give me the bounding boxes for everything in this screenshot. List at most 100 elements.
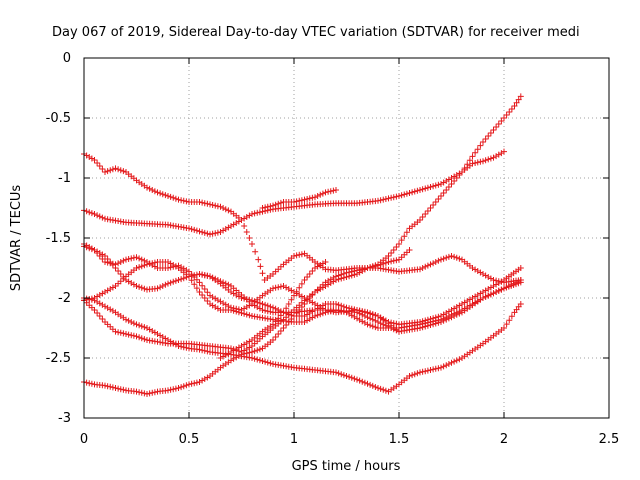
data-point — [207, 231, 213, 238]
data-point — [432, 365, 439, 372]
data-point — [312, 313, 318, 319]
y-tick-label: -1.5 — [46, 231, 71, 246]
data-point — [238, 343, 245, 349]
data-point — [382, 387, 389, 394]
x-tick-labels: 0 0.5 1 1.5 2 2.5 — [80, 432, 619, 447]
series-track-b — [81, 148, 507, 238]
data-point — [377, 320, 384, 327]
data-point — [459, 169, 465, 175]
data-point — [136, 334, 143, 341]
data-point — [372, 263, 379, 270]
data-point — [222, 301, 229, 308]
data-point — [175, 385, 182, 391]
data-point — [107, 286, 114, 292]
data-point — [401, 233, 408, 240]
data-point — [466, 302, 473, 309]
data-point — [356, 310, 363, 317]
data-point — [517, 93, 524, 100]
data-point — [333, 273, 339, 280]
data-point — [117, 259, 124, 265]
data-point — [125, 278, 132, 285]
data-point — [417, 266, 423, 273]
data-point — [91, 157, 98, 163]
data-point — [333, 187, 339, 193]
data-point — [406, 247, 413, 253]
data-point — [335, 272, 342, 279]
data-point — [354, 267, 360, 274]
data-point — [262, 307, 269, 314]
data-point — [109, 307, 116, 314]
data-point — [120, 330, 127, 337]
data-point — [209, 230, 216, 237]
data-point — [301, 319, 308, 325]
data-point — [322, 259, 329, 265]
data-point — [438, 364, 444, 371]
data-point — [364, 380, 371, 387]
data-point — [480, 139, 486, 145]
data-point — [354, 376, 360, 383]
data-point — [445, 313, 452, 319]
data-point — [141, 324, 148, 331]
data-point — [375, 385, 381, 391]
data-point — [86, 154, 93, 160]
data-point — [230, 290, 237, 297]
data-point — [325, 188, 332, 195]
data-point — [338, 271, 345, 278]
data-point — [196, 228, 203, 235]
data-point — [393, 244, 400, 250]
data-point — [130, 254, 137, 261]
data-point — [186, 381, 192, 388]
data-point — [88, 210, 95, 217]
data-point — [264, 359, 271, 366]
data-point — [196, 379, 203, 385]
data-point — [220, 205, 227, 211]
data-point — [498, 286, 505, 293]
data-point — [130, 332, 137, 339]
data-point — [130, 281, 137, 288]
data-point — [301, 277, 308, 283]
x-tick-label: 2 — [500, 432, 508, 447]
data-point — [312, 301, 318, 307]
data-point — [456, 255, 463, 262]
data-point — [102, 289, 108, 295]
data-point — [472, 149, 479, 156]
data-point — [369, 316, 376, 323]
data-point — [285, 286, 292, 292]
data-point — [83, 379, 90, 386]
data-point — [517, 301, 524, 307]
data-point — [477, 269, 484, 276]
data-point — [272, 318, 279, 325]
data-point — [396, 193, 402, 199]
data-point — [280, 283, 287, 289]
data-point — [388, 250, 395, 256]
data-point — [180, 344, 187, 351]
data-point — [348, 268, 355, 275]
data-point — [485, 274, 492, 280]
data-point — [138, 256, 145, 263]
data-point — [430, 318, 437, 325]
data-point — [385, 323, 392, 330]
data-point — [165, 259, 171, 265]
data-point — [214, 203, 221, 210]
data-point — [243, 214, 250, 220]
data-point — [285, 301, 292, 307]
data-point — [133, 333, 140, 340]
data-point — [275, 315, 282, 322]
data-point — [259, 358, 266, 364]
data-point — [243, 340, 250, 346]
data-point — [220, 300, 227, 307]
data-point — [109, 284, 116, 291]
data-point — [380, 260, 387, 267]
data-point — [474, 159, 481, 166]
data-point — [417, 187, 423, 193]
data-point — [438, 316, 444, 323]
data-point — [107, 260, 114, 267]
data-point — [256, 305, 263, 312]
data-point — [157, 332, 164, 339]
x-tick-label: 1.5 — [389, 432, 410, 447]
data-point — [91, 247, 98, 253]
data-point — [364, 314, 371, 321]
data-point — [175, 196, 182, 203]
data-point — [406, 373, 413, 379]
